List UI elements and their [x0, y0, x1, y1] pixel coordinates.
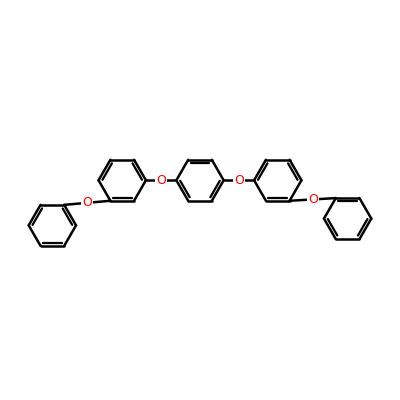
Text: O: O — [156, 174, 166, 187]
Text: O: O — [234, 174, 244, 187]
Text: O: O — [82, 196, 92, 209]
Text: O: O — [308, 193, 318, 206]
